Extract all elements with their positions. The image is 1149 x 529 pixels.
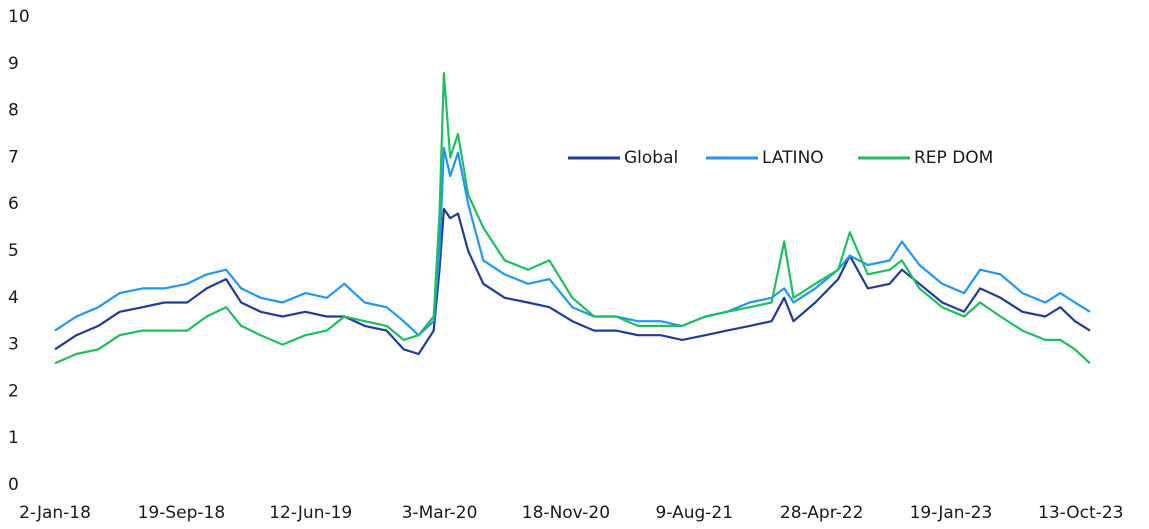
legend-label: REP DOM: [914, 148, 993, 168]
y-tick-label: 5: [8, 241, 19, 261]
x-tick-label: 19-Jan-23: [910, 503, 993, 523]
legend-label: LATINO: [762, 148, 824, 168]
series-line: [54, 146, 1091, 337]
x-tick-label: 2-Jan-18: [19, 503, 91, 523]
y-tick-label: 1: [8, 428, 19, 448]
x-tick-label: 9-Aug-21: [656, 503, 734, 523]
y-tick-label: 0: [8, 475, 19, 495]
x-tick-label: 13-Oct-23: [1038, 503, 1123, 523]
y-tick-label: 10: [8, 7, 30, 27]
x-tick-label: 19-Sep-18: [138, 503, 226, 523]
y-tick-label: 6: [8, 194, 19, 214]
y-tick-label: 3: [8, 335, 19, 355]
x-tick-label: 18-Nov-20: [522, 503, 610, 523]
y-tick-label: 9: [8, 54, 19, 74]
y-tick-label: 7: [8, 147, 19, 167]
x-tick-label: 3-Mar-20: [402, 503, 478, 523]
x-tick-label: 12-Jun-19: [269, 503, 352, 523]
series-line: [54, 72, 1091, 365]
series-line: [54, 207, 1091, 356]
legend-label: Global: [624, 148, 678, 168]
y-tick-label: 4: [8, 288, 19, 308]
y-tick-label: 8: [8, 101, 19, 121]
x-tick-label: 28-Apr-22: [780, 503, 863, 523]
y-tick-label: 2: [8, 381, 19, 401]
